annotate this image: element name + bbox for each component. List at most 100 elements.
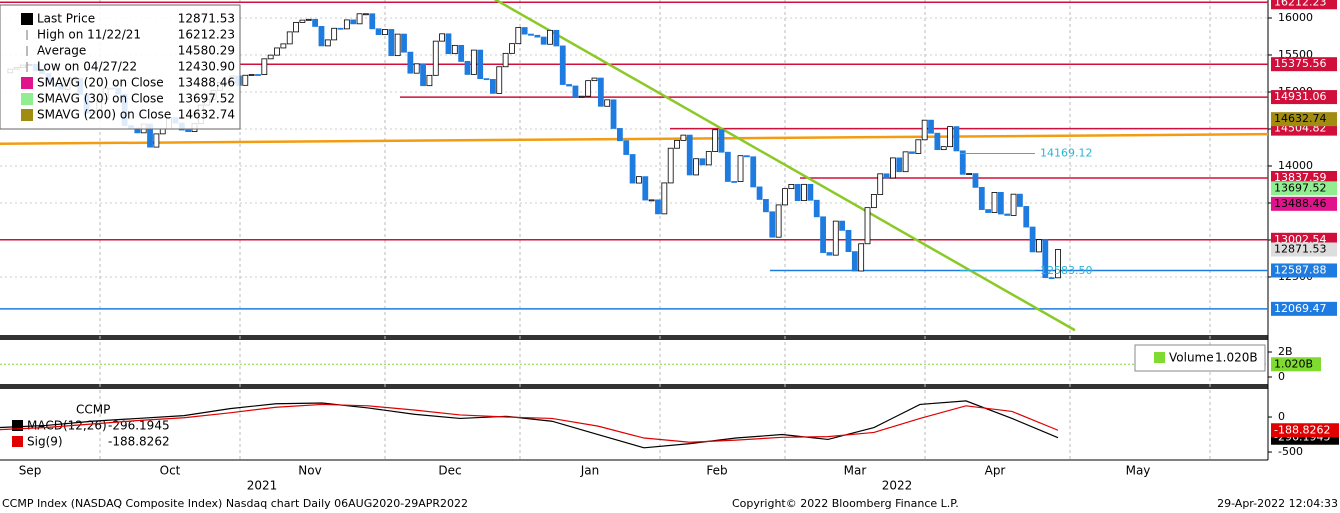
candle [1029, 226, 1036, 253]
candle [724, 151, 731, 182]
candle [991, 192, 998, 213]
candle [248, 74, 255, 76]
candle [305, 18, 312, 21]
candle [807, 183, 814, 201]
candle [407, 51, 414, 74]
candle [1010, 193, 1017, 216]
level-label: 15375.56 [1274, 57, 1327, 70]
level-label: 12587.88 [1274, 263, 1327, 276]
candle [934, 132, 941, 151]
macd-value: -188.8262 [1274, 423, 1330, 436]
y-tick-label: 0 [1278, 410, 1285, 423]
candle [655, 199, 661, 215]
candle [439, 33, 446, 42]
legend-swatch [1154, 352, 1165, 363]
candle [743, 155, 750, 158]
legend-name: SMAVG (20) on Close [37, 76, 164, 90]
candle [718, 129, 725, 153]
candle [553, 29, 560, 47]
candle [794, 184, 801, 202]
x-tick-label: Sep [19, 464, 42, 478]
candle [540, 36, 547, 45]
candle [1004, 213, 1011, 216]
candle [851, 251, 858, 272]
candle [864, 207, 871, 245]
annotation: 12583.50 [1040, 264, 1093, 277]
candle [1036, 239, 1042, 253]
y-tick-label: -500 [1278, 445, 1303, 458]
candle [528, 33, 534, 36]
candle [667, 147, 674, 184]
candle [623, 140, 630, 155]
separator [0, 384, 1268, 389]
macd-box [1271, 423, 1339, 438]
candle [356, 13, 363, 25]
candle [985, 209, 992, 213]
candle [324, 39, 331, 47]
candle [369, 13, 376, 30]
candle [674, 139, 680, 149]
candle [591, 77, 598, 82]
x-tick-label: May [1126, 464, 1151, 478]
level-box [1271, 301, 1337, 316]
candle [375, 28, 382, 36]
legend-name: High on 11/22/21 [37, 28, 141, 42]
candle [420, 63, 426, 87]
last-box [1271, 242, 1337, 257]
x-tick-label: Dec [438, 464, 461, 478]
candle [769, 211, 776, 238]
candle [940, 146, 947, 151]
candle [559, 45, 566, 85]
y-tick-label: 16000 [1278, 11, 1313, 24]
candle [788, 184, 795, 190]
candle [915, 139, 922, 154]
level-box [1271, 263, 1337, 278]
candle [451, 44, 458, 55]
level-box [1271, 57, 1337, 72]
legend-value: 1.020B [1215, 351, 1258, 365]
footer: 29-Apr-2022 12:04:33 [1217, 497, 1338, 510]
candle [839, 220, 846, 231]
footer: Copyright© 2022 Bloomberg Finance L.P. [732, 497, 959, 510]
candle [693, 158, 699, 176]
candle [267, 54, 274, 60]
candle [801, 183, 807, 202]
candle [661, 182, 668, 215]
level-box [1271, 90, 1337, 105]
legend-swatch [21, 93, 33, 105]
candle [401, 33, 407, 53]
candle [477, 49, 484, 80]
y-tick-label: 14000 [1278, 159, 1313, 172]
candle [572, 85, 579, 98]
candle [832, 220, 839, 256]
candle [870, 194, 877, 209]
candle [509, 43, 515, 54]
candle [274, 47, 280, 56]
legend-name: Last Price [37, 12, 95, 26]
candle [318, 26, 325, 47]
legend-swatch [12, 420, 23, 431]
trendline [0, 132, 1269, 146]
ma-box [1271, 196, 1337, 211]
candle [490, 79, 496, 94]
candle [1055, 249, 1061, 279]
candle [756, 186, 763, 200]
legend-swatch [12, 436, 23, 447]
candle [890, 157, 896, 179]
candle [648, 199, 655, 202]
legend-value: 14632.74 [178, 108, 235, 122]
x-tick-label: Feb [706, 464, 727, 478]
ma-label: 14632.74 [1274, 112, 1327, 125]
macd-line [0, 400, 1059, 449]
legend-value: 14580.29 [178, 44, 235, 58]
candle [242, 74, 249, 86]
candle [363, 13, 369, 16]
trendline [493, 0, 1076, 332]
level-label: 16212.23 [1274, 0, 1327, 8]
candle [521, 27, 528, 35]
x-tick-label: Nov [298, 464, 321, 478]
legend-swatch [21, 77, 33, 89]
legend-name: Average [37, 44, 86, 58]
legend-value: 13697.52 [178, 92, 235, 106]
